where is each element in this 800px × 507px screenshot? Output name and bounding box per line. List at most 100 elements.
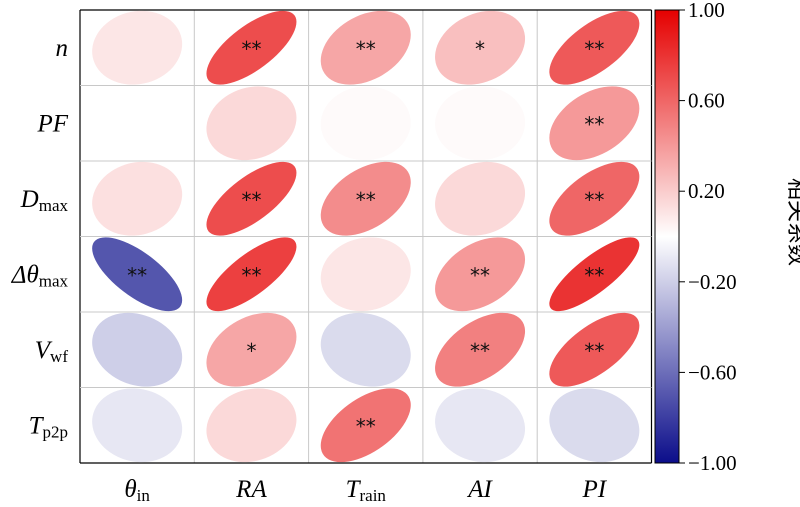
- colorbar-tick-label: −0.20: [688, 270, 737, 294]
- cell-PF-thetain: [92, 86, 183, 161]
- significance-mark: **: [356, 414, 376, 438]
- significance-mark: **: [470, 263, 490, 287]
- colorbar-title: 相关系数: [784, 178, 800, 266]
- correlation-ellipse: [435, 237, 526, 312]
- correlation-ellipse: [435, 161, 526, 236]
- colorbar-tick-label: −0.60: [688, 360, 737, 384]
- column-labels: θin RA Train AI PI: [124, 476, 607, 505]
- cell-n-thetain: [92, 10, 183, 85]
- grid: [79, 9, 653, 464]
- correlation-ellipse: [320, 237, 411, 312]
- correlation-ellipse: [320, 161, 411, 236]
- colorbar: 1.00 0.60 0.20 −0.20 −0.60 −1.00 相关系数: [654, 0, 800, 475]
- correlation-ellipse: [206, 312, 297, 387]
- correlation-ellipse: [206, 10, 297, 85]
- correlation-ellipse: [206, 86, 297, 161]
- correlation-ellipse: [92, 312, 183, 387]
- significance-mark: **: [470, 339, 490, 363]
- cell-Tp2p-Train: [320, 388, 411, 463]
- correlation-ellipse: [549, 86, 640, 161]
- cell-PF-AI: [435, 86, 526, 161]
- colorbar-tick-label: 0.60: [688, 89, 725, 113]
- column-label-Train: Train: [346, 476, 387, 505]
- row-labels: n PF Dmax Δθmax Vwf Tp2p: [11, 35, 69, 442]
- column-label-AI: AI: [466, 476, 493, 503]
- correlation-ellipse: [320, 312, 411, 387]
- significance-mark: **: [241, 37, 261, 61]
- correlation-ellipse: [206, 161, 297, 236]
- colorbar-tick-label: 1.00: [688, 0, 725, 22]
- correlation-ellipse: [320, 388, 411, 463]
- cell-Dmax-RA: [206, 161, 297, 236]
- cell-Tp2p-RA: [206, 388, 297, 463]
- cell-dthetamax-thetain: [92, 237, 183, 312]
- cell-Dmax-thetain: [92, 161, 183, 236]
- significance-mark: **: [584, 263, 604, 287]
- significance-mark: **: [241, 188, 261, 212]
- cell-n-PI: [549, 10, 640, 85]
- row-label-Vwf: Vwf: [35, 337, 69, 366]
- row-label-PF: PF: [36, 110, 68, 137]
- ellipse-cells: ** ** * ****** ** **** ** ** *** ** ****: [92, 10, 640, 463]
- cell-dthetamax-Train: [320, 237, 411, 312]
- colorbar-tick-label: −1.00: [688, 451, 737, 475]
- correlation-ellipse: [435, 388, 526, 463]
- correlation-ellipse: [320, 10, 411, 85]
- significance-mark: **: [584, 37, 604, 61]
- cell-Tp2p-PI: [549, 388, 640, 463]
- correlation-ellipse: [320, 86, 411, 161]
- cell-Vwf-PI: [549, 312, 640, 387]
- cell-n-Train: [320, 10, 411, 85]
- column-label-RA: RA: [235, 476, 267, 503]
- correlation-ellipse: [549, 237, 640, 312]
- correlation-ellipse: [549, 312, 640, 387]
- correlation-ellipse: [435, 10, 526, 85]
- cell-PF-PI: [549, 86, 640, 161]
- correlation-ellipse: [435, 312, 526, 387]
- correlation-ellipse: [206, 388, 297, 463]
- cell-Vwf-Train: [320, 312, 411, 387]
- correlation-ellipse: [92, 237, 183, 312]
- significance-mark: **: [241, 263, 261, 287]
- significance-mark: *: [246, 339, 256, 363]
- correlation-ellipse: [549, 161, 640, 236]
- cell-dthetamax-PI: [549, 237, 640, 312]
- correlation-ellipse: [92, 161, 183, 236]
- cell-Tp2p-AI: [435, 388, 526, 463]
- cell-Tp2p-thetain: [92, 388, 183, 463]
- colorbar-ticks: 1.00 0.60 0.20 −0.20 −0.60 −1.00: [679, 0, 737, 475]
- cell-Dmax-Train: [320, 161, 411, 236]
- row-label-Tp2p: Tp2p: [29, 412, 68, 441]
- significance-mark: **: [356, 188, 376, 212]
- row-label-dthetamax: Δθmax: [11, 261, 69, 290]
- cell-dthetamax-AI: [435, 237, 526, 312]
- cell-Vwf-thetain: [92, 312, 183, 387]
- correlation-ellipse: [92, 10, 183, 85]
- significance-mark: **: [584, 339, 604, 363]
- colorbar-gradient: [654, 9, 680, 464]
- column-label-PI: PI: [582, 476, 608, 503]
- correlation-ellipse: [549, 388, 640, 463]
- correlation-ellipse: [435, 86, 526, 161]
- cell-Dmax-AI: [435, 161, 526, 236]
- colorbar-tick-label: 0.20: [688, 179, 725, 203]
- cell-n-AI: [435, 10, 526, 85]
- cell-Vwf-AI: [435, 312, 526, 387]
- cell-PF-RA: [206, 86, 297, 161]
- row-label-Dmax: Dmax: [20, 186, 69, 215]
- significance-mark: **: [584, 188, 604, 212]
- cell-PF-Train: [320, 86, 411, 161]
- cell-Vwf-RA: [206, 312, 297, 387]
- significance-mark: *: [475, 37, 485, 61]
- row-label-n: n: [56, 35, 69, 62]
- significance-mark: **: [584, 112, 604, 136]
- correlation-ellipse: [549, 10, 640, 85]
- cell-n-RA: [206, 10, 297, 85]
- significance-mark: **: [356, 37, 376, 61]
- significance-mark: **: [127, 263, 147, 287]
- column-label-thetain: θin: [124, 476, 150, 505]
- correlation-ellipse: [92, 388, 183, 463]
- cell-Dmax-PI: [549, 161, 640, 236]
- cell-dthetamax-RA: [206, 237, 297, 312]
